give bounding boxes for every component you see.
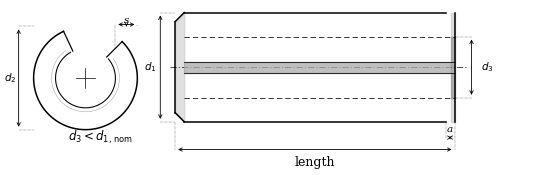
Text: length: length bbox=[295, 156, 335, 169]
Text: a: a bbox=[447, 125, 453, 134]
Text: $d_3 < d_{1,\,\mathrm{nom}}$: $d_3 < d_{1,\,\mathrm{nom}}$ bbox=[68, 129, 133, 146]
Text: $d_3$: $d_3$ bbox=[481, 60, 494, 74]
Text: s: s bbox=[124, 16, 129, 25]
Text: $d_2$: $d_2$ bbox=[4, 71, 17, 85]
Text: $d_1$: $d_1$ bbox=[144, 60, 157, 74]
